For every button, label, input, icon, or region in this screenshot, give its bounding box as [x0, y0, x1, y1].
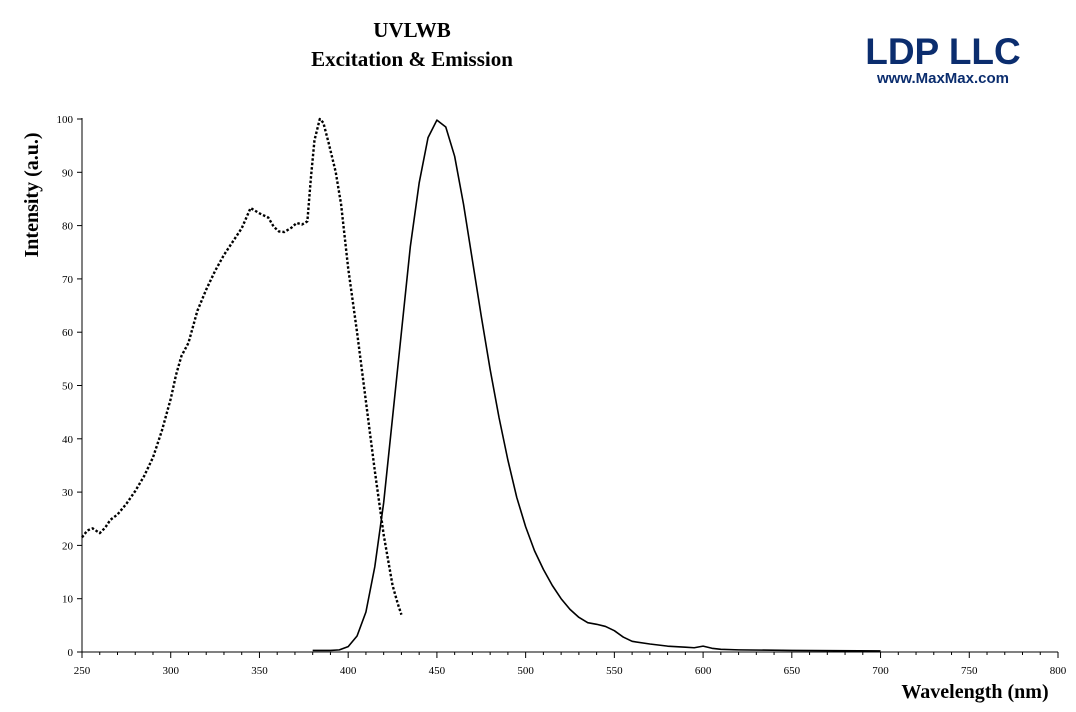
y-tick-label: 80 [62, 221, 74, 233]
x-axis-label: Wavelength (nm) [901, 681, 1048, 703]
series-group [81, 117, 881, 652]
y-tick-label: 50 [62, 381, 74, 393]
x-tick-label: 550 [606, 665, 623, 677]
y-tick-label: 40 [62, 434, 74, 446]
x-tick-label: 500 [517, 665, 534, 677]
x-tick-label: 750 [961, 665, 978, 677]
x-tick-label: 800 [1050, 665, 1067, 677]
x-tick-label: 650 [784, 665, 801, 677]
y-axis-label: Intensity (a.u.) [21, 132, 43, 257]
x-tick-label: 450 [429, 665, 446, 677]
x-tick-label: 400 [340, 665, 357, 677]
plot-area: 250 300 350 400 450 500 550 600 650 700 750 800 0 10… [57, 114, 1067, 677]
y-tick-label: 20 [62, 540, 74, 552]
y-tick-label: 90 [62, 167, 74, 179]
chart-subtitle: Excitation & Emission [311, 47, 513, 71]
logo-url: www.MaxMax.com [876, 70, 1009, 87]
y-tick-label: 0 [68, 647, 74, 659]
y-tick-label: 10 [62, 594, 74, 606]
emission-series-line [312, 119, 881, 652]
chart-title: UVLWB [373, 18, 450, 42]
company-logo: LDP LLC www.MaxMax.com [865, 31, 1021, 87]
x-tick-label: 600 [695, 665, 712, 677]
y-tick-label: 60 [62, 327, 74, 339]
x-tick-label: 700 [872, 665, 889, 677]
y-tick-label: 30 [62, 487, 74, 499]
y-ticks: 0 10 20 30 40 50 60 70 80 90 100 [57, 114, 82, 659]
x-tick-label: 300 [162, 665, 179, 677]
y-tick-label: 70 [62, 274, 74, 286]
excitation-series-line [81, 117, 403, 616]
y-tick-label: 100 [57, 114, 74, 126]
x-tick-label: 250 [74, 665, 91, 677]
x-tick-label: 350 [251, 665, 268, 677]
logo-name: LDP LLC [865, 31, 1021, 72]
x-ticks: 250 300 350 400 450 500 550 600 650 700 750 800 [74, 652, 1067, 677]
